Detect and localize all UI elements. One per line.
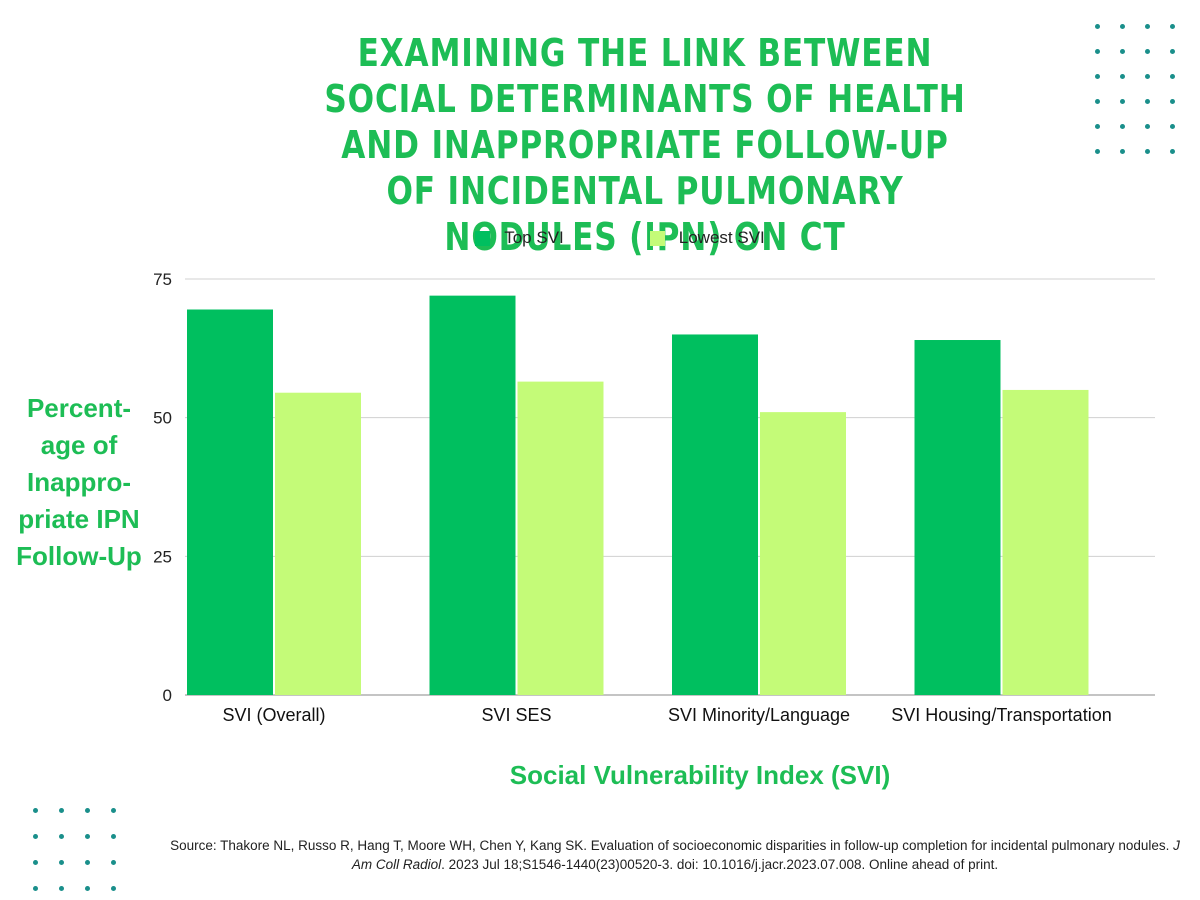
dot: [1145, 49, 1150, 54]
x-category-label: SVI Minority/Language: [668, 705, 850, 725]
dot: [33, 808, 38, 813]
dot: [59, 834, 64, 839]
bar-top-svi: [672, 334, 758, 695]
dot: [85, 808, 90, 813]
dot: [111, 860, 116, 865]
bar-top-svi: [429, 295, 516, 695]
dot: [1095, 24, 1100, 29]
dot: [1120, 124, 1125, 129]
bar-lowest-svi: [760, 412, 846, 695]
dot: [1145, 24, 1150, 29]
dot: [1120, 74, 1125, 79]
dot: [85, 834, 90, 839]
y-tick-label: 75: [153, 270, 172, 289]
dot: [1095, 99, 1100, 104]
y-tick-label: 25: [153, 547, 172, 566]
legend-label-lowest-svi: Lowest SVI: [678, 228, 765, 247]
dot: [1145, 74, 1150, 79]
bar-lowest-svi: [1002, 389, 1089, 695]
bar-chart: 0 25 50 75 SVI (Overall) SVI SES SVI Minority/…: [153, 270, 1155, 725]
legend-swatch-top-svi: [475, 230, 491, 246]
dot: [33, 860, 38, 865]
dot: [1120, 24, 1125, 29]
dot: [111, 834, 116, 839]
x-category-label: SVI (Overall): [222, 705, 325, 725]
dot: [59, 860, 64, 865]
x-category-label: SVI SES: [481, 705, 551, 725]
source-text: Source: Thakore NL, Russo R, Hang T, Moo…: [170, 838, 1170, 853]
bar-top-svi: [187, 309, 273, 695]
y-tick-label: 0: [163, 686, 172, 705]
dot: [85, 860, 90, 865]
x-axis-label: Social Vulnerability Index (SVI): [509, 760, 891, 790]
dot: [1095, 74, 1100, 79]
dot: [1170, 74, 1175, 79]
y-tick-label: 50: [153, 409, 172, 428]
source-journal: J Am Coll Radiol: [351, 838, 1180, 872]
dot: [1170, 124, 1175, 129]
source-details: . 2023 Jul 18;S1546-1440(23)00520-3. doi…: [441, 857, 999, 872]
legend-label-top-svi: Top SVI: [504, 228, 564, 247]
dot: [111, 886, 116, 891]
legend-item-lowest-svi: Lowest SVI: [610, 226, 765, 250]
dot: [85, 886, 90, 891]
dot: [1145, 99, 1150, 104]
dot: [59, 886, 64, 891]
chart-legend: Top SVI Lowest SVI: [0, 226, 1200, 250]
bar-lowest-svi: [275, 392, 361, 695]
y-axis-label: Percent-age of Inappro-priate IPN Follow…: [16, 393, 142, 571]
dot: [1095, 124, 1100, 129]
source-citation: Source: Thakore NL, Russo R, Hang T, Moo…: [170, 836, 1180, 874]
dot: [1170, 99, 1175, 104]
dot: [1170, 24, 1175, 29]
dot: [59, 808, 64, 813]
dot: [33, 834, 38, 839]
dot: [1095, 49, 1100, 54]
x-category-label: SVI Housing/Transportation: [891, 705, 1111, 725]
dot: [1170, 149, 1175, 154]
legend-swatch-lowest-svi: [649, 230, 665, 246]
dot: [1120, 149, 1125, 154]
bar-top-svi: [914, 340, 1001, 695]
dot: [1120, 99, 1125, 104]
legend-item-top-svi: Top SVI: [435, 226, 564, 250]
dot: [1120, 49, 1125, 54]
dot: [33, 886, 38, 891]
chart-title: EXAMINING THE LINK BETWEEN SOCIAL DETERM…: [324, 31, 966, 259]
dot: [1145, 149, 1150, 154]
bar-lowest-svi: [517, 381, 604, 695]
decorative-dots-top-right: [1095, 24, 1175, 154]
dot: [1145, 124, 1150, 129]
dot: [1095, 149, 1100, 154]
dot: [111, 808, 116, 813]
dot: [1170, 49, 1175, 54]
decorative-dots-bottom-left: [33, 808, 116, 891]
